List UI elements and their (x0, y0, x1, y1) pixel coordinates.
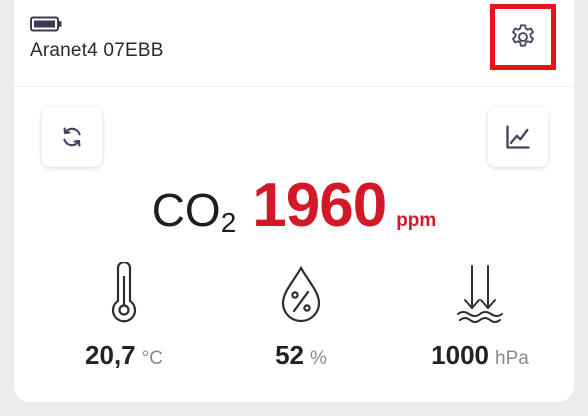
line-chart-icon (506, 125, 530, 149)
card-header: Aranet4 07EBB (14, 0, 574, 87)
pressure-icon (457, 265, 503, 323)
device-name: Aranet4 07EBB (30, 40, 164, 61)
temperature-metric: 20,7 °C (44, 262, 204, 374)
thermometer-icon (111, 262, 137, 323)
pressure-value: 1000 (431, 340, 490, 370)
refresh-button[interactable] (42, 107, 102, 167)
pressure-metric: 1000 hPa (400, 262, 560, 374)
humidity-unit: % (310, 348, 327, 369)
co2-label: CO (151, 184, 221, 236)
co2-unit: ppm (396, 210, 437, 231)
co2-value: 1960 (252, 171, 387, 240)
humidity-metric: 52% (221, 262, 381, 374)
co2-subscript: 2 (220, 207, 237, 238)
humidity-value: 52 (275, 340, 304, 370)
co2-reading: CO 2 1960 ppm (14, 170, 574, 240)
pressure-unit: hPa (495, 348, 529, 369)
temperature-unit: °C (141, 348, 163, 369)
sensor-card: Aranet4 07EBB CO 2 1960 ppm (14, 0, 574, 402)
refresh-icon (63, 127, 81, 147)
settings-button[interactable] (490, 4, 556, 70)
temperature-value: 20,7 (85, 340, 136, 370)
humidity-drop-icon (281, 265, 321, 323)
battery-full-icon (30, 16, 62, 32)
history-chart-button[interactable] (488, 107, 548, 167)
gear-icon (512, 24, 534, 47)
